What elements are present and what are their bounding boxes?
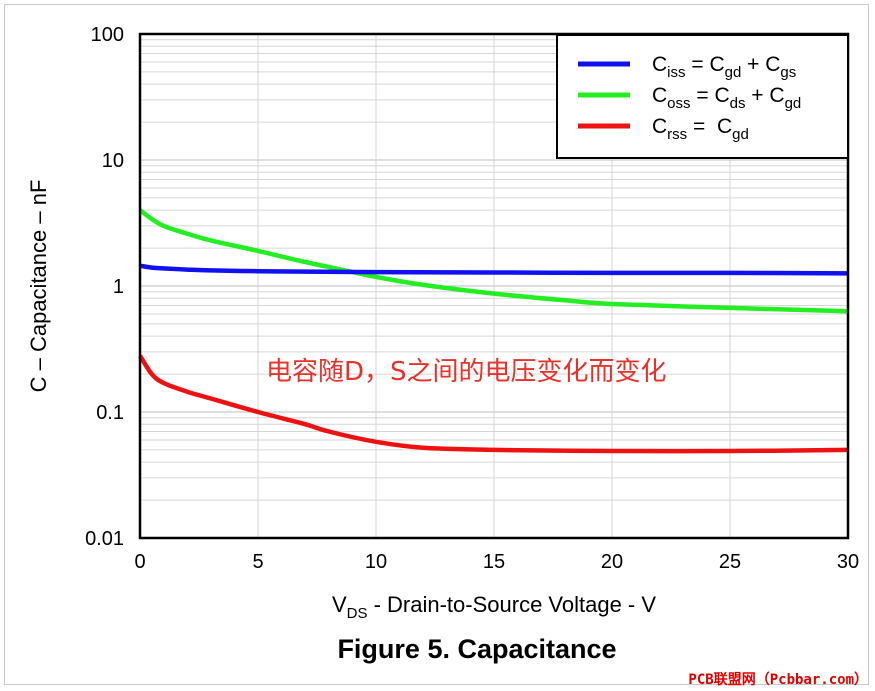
legend-subscript: gd (732, 126, 749, 143)
series-line-2 (138, 354, 849, 454)
series-line-0 (139, 263, 849, 276)
legend-text-part: = C (686, 53, 725, 76)
series-curves (138, 208, 849, 454)
figure-caption: Figure 5. Capacitance (337, 634, 616, 664)
legend-text-part: + C (741, 53, 780, 76)
legend-subscript: ds (730, 95, 746, 112)
x-tick-label: 0 (134, 551, 145, 573)
y-axis-label: C – Capacitance – nF (26, 180, 51, 393)
legend-subscript: iss (667, 64, 685, 81)
legend-entry-label: Ciss = Cgd + Cgs (652, 53, 796, 81)
y-tick-label: 0.01 (85, 528, 124, 550)
legend-subscript: gd (785, 95, 802, 112)
y-tick-label: 1 (113, 276, 124, 298)
y-tick-labels: 0.01 0.1 1 10 100 (85, 24, 124, 550)
chart-annotation: 电容随D，S之间的电压变化而变化 (266, 357, 667, 387)
x-axis-label: VDS - Drain-to-Source Voltage - V (332, 592, 656, 622)
x-tick-label: 20 (601, 551, 623, 573)
x-tick-label: 15 (483, 551, 505, 573)
x-axis-label-sub: DS (347, 605, 368, 622)
y-tick-label: 10 (102, 150, 124, 172)
legend-subscript: rss (667, 126, 687, 143)
grid-lines (140, 34, 848, 539)
legend-subscript: gs (780, 64, 796, 81)
legend-text-part: C (652, 115, 667, 138)
x-tick-label: 10 (365, 551, 387, 573)
x-axis-label-main: V (332, 592, 347, 617)
legend-subscript: gd (725, 64, 742, 81)
legend-entry-label: Coss = Cds + Cgd (652, 84, 801, 112)
y-tick-label: 0.1 (96, 402, 124, 424)
x-tick-label: 30 (837, 551, 859, 573)
x-tick-label: 5 (252, 551, 263, 573)
legend-text-part: C (652, 53, 667, 76)
legend-subscript: oss (667, 95, 690, 112)
watermark: PCB联盟网（Pcbbar.com） (688, 672, 868, 688)
x-axis-label-rest: - Drain-to-Source Voltage - V (367, 592, 656, 617)
x-tick-labels: 0 5 10 15 20 25 30 (134, 551, 859, 573)
legend-text-part: C (652, 84, 667, 107)
figure-frame (4, 4, 869, 685)
x-tick-label: 25 (719, 551, 741, 573)
legend-entry-label: Crss = Cgd (652, 115, 749, 143)
legend-text-part: = C (691, 84, 730, 107)
y-tick-label: 100 (91, 24, 124, 46)
legend-text-part: + C (745, 84, 784, 107)
plot-border (138, 32, 850, 540)
legend-text-part: = C (687, 115, 732, 138)
